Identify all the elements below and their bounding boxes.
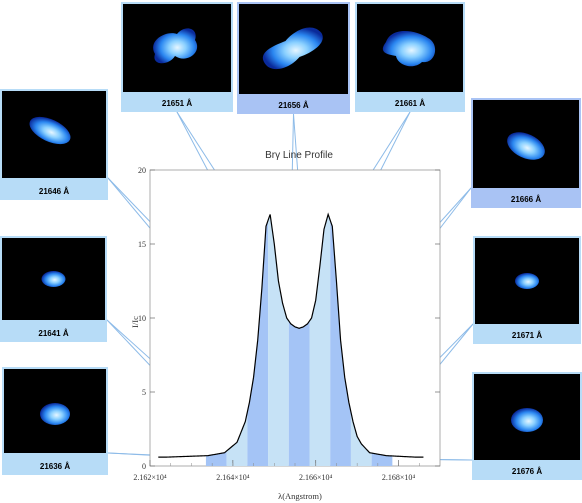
axis-ticks: 0 5 10 15 20 2.162×10⁴ 2.164×10⁴ 2.166×10⁴ 2.168… [133, 166, 440, 482]
bin-area-3 [268, 214, 289, 466]
emission-blob [41, 271, 66, 287]
emission-blob [511, 408, 543, 432]
panel-wavelength-label: 21641 Å [38, 329, 68, 338]
bin-area-5 [309, 214, 331, 466]
x-tick-label: 2.168×10⁴ [382, 473, 416, 482]
channel-panel-3: 21651 Å [121, 2, 233, 112]
y-tick-label: 20 [138, 166, 146, 175]
y-axis-label: I/Ic [130, 316, 140, 328]
emission-blob [29, 116, 71, 145]
emission-blob [515, 273, 539, 289]
channel-panel-7: 21671 Å [473, 236, 581, 344]
emission-blob [40, 403, 70, 425]
bin-area-4 [288, 320, 310, 466]
channel-panel-1: 21641 Å [0, 236, 107, 342]
x-tick-label: 2.166×10⁴ [299, 473, 333, 482]
emission-blob [382, 31, 436, 67]
panel-wavelength-label: 21666 Å [511, 195, 541, 204]
velocity-channel-panels: 21636 Å 21641 Å 21646 Å 21651 Å 21656 Å 21661… [0, 2, 582, 480]
panel-wavelength-label: 21671 Å [512, 331, 542, 340]
bin-area-0 [205, 450, 227, 466]
emission-blob [507, 132, 545, 160]
channel-panel-8: 21676 Å [472, 372, 582, 480]
chart-title: Brγ Line Profile [265, 150, 333, 161]
emission-blob [153, 28, 198, 64]
panel-wavelength-label: 21646 Å [39, 187, 69, 196]
panel-wavelength-label: 21656 Å [278, 101, 308, 110]
channel-panel-4: 21656 Å [237, 2, 350, 114]
x-axis-label: λ(Angstrom) [278, 491, 322, 501]
x-tick-label: 2.162×10⁴ [133, 473, 167, 482]
x-tick-label: 2.164×10⁴ [216, 473, 250, 482]
y-tick-label: 5 [142, 388, 146, 397]
channel-panel-2: 21646 Å [0, 89, 108, 200]
y-tick-label: 10 [138, 314, 146, 323]
panel-wavelength-label: 21661 Å [395, 99, 425, 108]
y-tick-label: 0 [142, 462, 146, 471]
panel-wavelength-label: 21676 Å [512, 467, 542, 476]
bin-area-7 [350, 411, 372, 466]
bin-area-1 [226, 411, 248, 466]
panel-wavelength-label: 21636 Å [40, 462, 70, 471]
emission-blob [262, 27, 323, 70]
y-tick-label: 15 [138, 240, 146, 249]
line-profile-curve [158, 212, 424, 458]
channel-panel-5: 21661 Å [355, 2, 465, 112]
panel-wavelength-label: 21651 Å [162, 99, 192, 108]
channel-panel-6: 21666 Å [471, 98, 581, 208]
channel-panel-0: 21636 Å [2, 367, 108, 475]
